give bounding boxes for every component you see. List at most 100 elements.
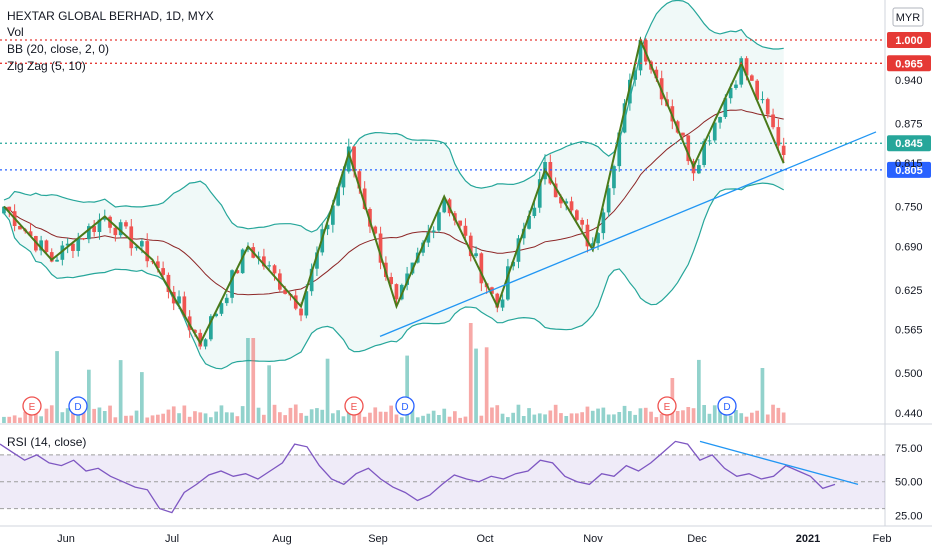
volume-bar: [23, 411, 28, 423]
candle-body: [161, 268, 165, 275]
volume-bar: [431, 410, 436, 423]
volume-bar: [267, 365, 271, 423]
volume-bar: [251, 338, 256, 423]
volume-bar: [140, 372, 144, 423]
level-tag-text-1.000: 1.000: [895, 35, 923, 47]
time-label: Jun: [57, 533, 75, 545]
candle-body: [702, 141, 706, 165]
candle-body: [474, 253, 478, 257]
volume-bar: [458, 417, 462, 423]
event-letter: D: [401, 402, 408, 413]
volume-bar: [447, 416, 452, 423]
volume-bar: [39, 416, 43, 423]
volume-bar: [113, 417, 118, 423]
volume-bar: [187, 416, 192, 423]
trend-line: [379, 131, 877, 338]
candle-body: [60, 245, 65, 260]
candle-body: [346, 146, 351, 172]
candle-body: [166, 274, 171, 292]
volume-bar: [548, 410, 553, 423]
candle-body: [739, 58, 744, 85]
volume-bar: [596, 408, 600, 423]
candle-body: [612, 166, 616, 189]
candle-body: [564, 201, 569, 204]
candle-body: [559, 197, 563, 204]
volume-bar: [60, 412, 65, 423]
volume-bar: [224, 412, 229, 423]
candle-body: [638, 40, 643, 71]
bb-upper: [3, 0, 784, 233]
volume-bar: [643, 407, 648, 423]
candle-body: [7, 206, 12, 212]
candle-body: [500, 299, 505, 308]
volume-bar: [468, 323, 473, 423]
price-tick: 0.440: [895, 408, 923, 420]
volume-bar: [728, 415, 733, 423]
volume-bar: [118, 360, 123, 423]
event-letter: E: [664, 402, 671, 413]
price-tick: 0.500: [895, 368, 923, 380]
volume-bar: [495, 405, 500, 423]
volume-bar: [368, 412, 372, 423]
volume-bar: [299, 413, 303, 423]
candle-body: [628, 79, 632, 104]
volume-bar: [145, 417, 150, 423]
candle-body: [718, 117, 722, 123]
volume-bar: [569, 413, 574, 423]
candle-body: [553, 183, 558, 198]
level-tag-0.805: [887, 161, 931, 178]
candle-body: [606, 188, 611, 213]
level-tag-1.000: [887, 31, 931, 48]
candle-body: [331, 205, 335, 225]
volume-bar: [2, 416, 6, 423]
candle-body: [214, 313, 218, 317]
bb-label: BB (20, close, 2, 0): [7, 42, 109, 56]
event-letter: D: [74, 402, 81, 413]
price-tick: 0.565: [895, 325, 923, 337]
volume-bar: [718, 405, 722, 423]
volume-bar: [659, 414, 664, 423]
candle-body: [776, 127, 781, 146]
volume-bar: [617, 412, 622, 423]
rsi-trendline: [699, 440, 859, 486]
candle-body: [224, 297, 229, 304]
earnings-marker: [344, 396, 364, 416]
volume-bar: [97, 407, 102, 423]
volume-bar: [182, 405, 187, 423]
volume-bar: [235, 416, 240, 423]
volume-bar: [697, 359, 701, 423]
candle-body: [2, 206, 6, 214]
candle-body: [744, 58, 749, 76]
volume-bar: [81, 406, 86, 423]
candle-body: [182, 296, 187, 317]
candle-body: [728, 88, 733, 99]
volume-bar: [49, 405, 54, 423]
volume-bar: [675, 411, 680, 423]
volume-bar: [219, 405, 224, 423]
candle-body: [580, 220, 584, 225]
candle-body: [468, 235, 473, 257]
volume-bar: [389, 405, 393, 423]
event-letter: E: [29, 402, 36, 413]
currency-badge[interactable]: [892, 7, 924, 27]
volume-bar: [585, 406, 590, 423]
candle-body: [362, 188, 367, 209]
candle-body: [230, 270, 234, 298]
volume-bar: [134, 410, 139, 423]
volume-bar: [320, 409, 325, 423]
volume-bar: [702, 405, 706, 423]
price-tick: 0.750: [895, 202, 923, 214]
level-tag-0.965: [887, 55, 931, 72]
volume-bar: [129, 415, 134, 423]
candle-body: [723, 98, 728, 117]
volume-bar: [511, 412, 515, 423]
rsi-tick: 50.00: [895, 477, 923, 489]
horizontal-levels: 1.000 0.965 0.845 0.805: [0, 31, 931, 178]
earnings-marker: [657, 396, 677, 416]
volume-bar: [166, 409, 171, 423]
price-tick: 0.875: [895, 118, 923, 130]
candle-body: [394, 284, 399, 300]
candle-body: [193, 329, 197, 333]
candle-body: [134, 246, 139, 249]
volume-bar: [246, 338, 250, 423]
